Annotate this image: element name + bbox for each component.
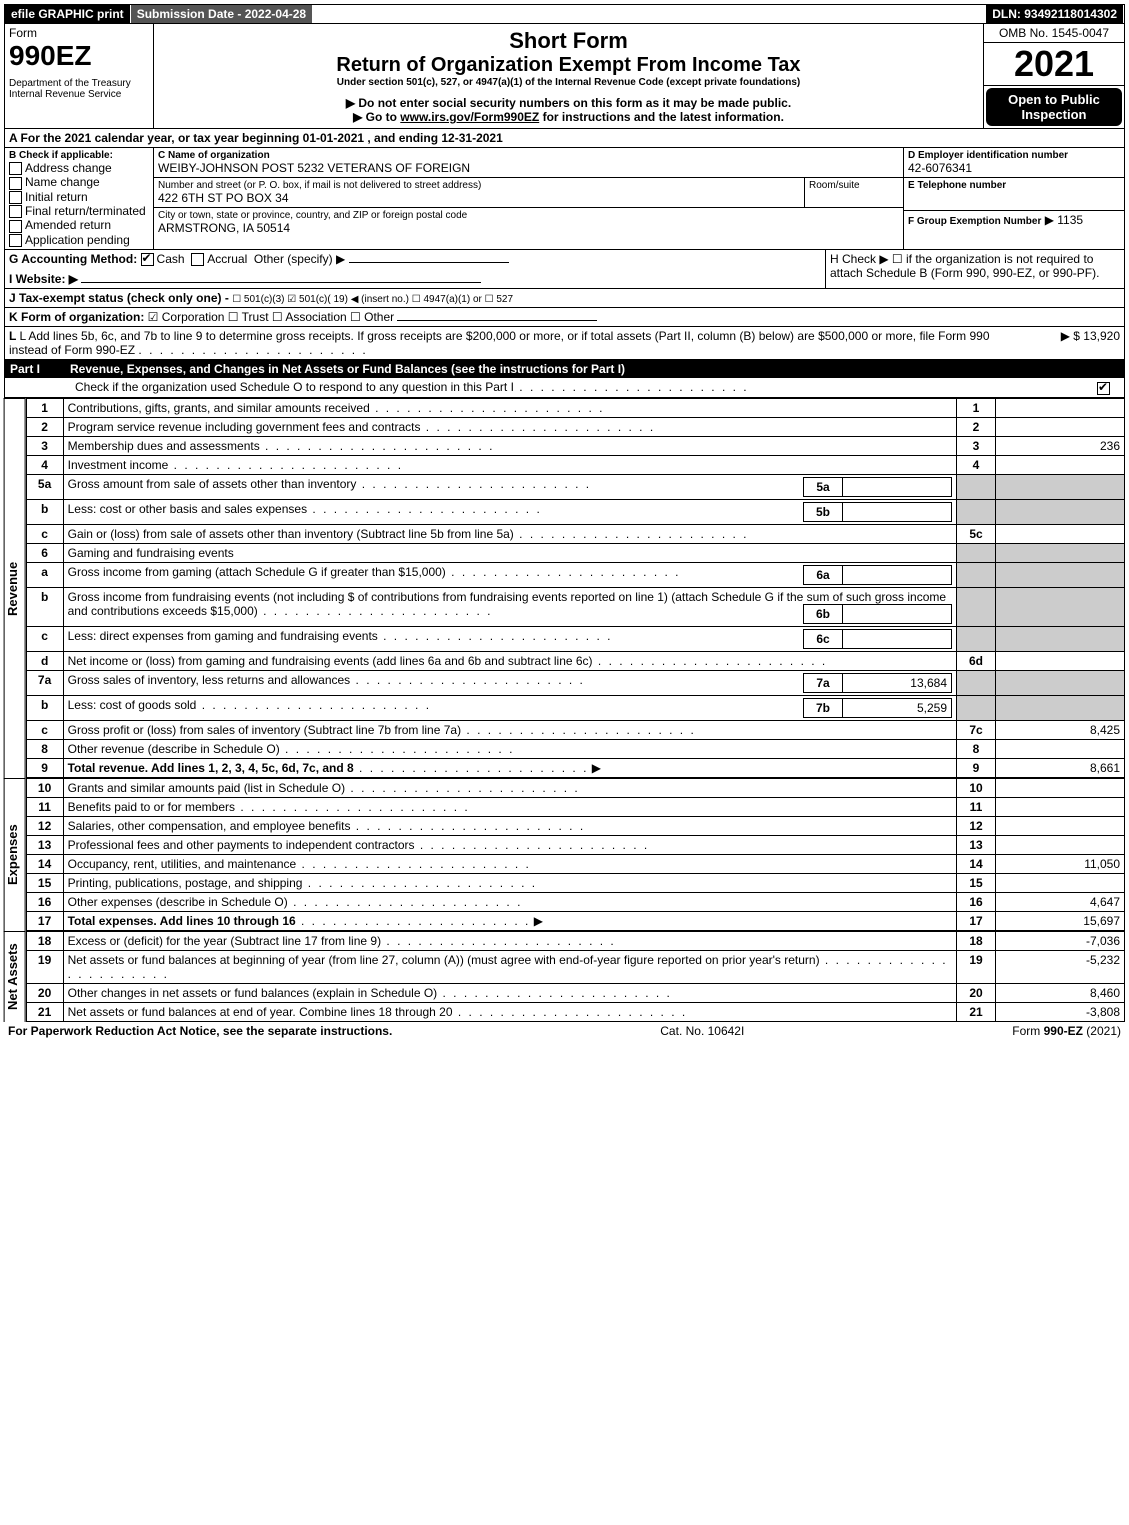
line-1: 1Contributions, gifts, grants, and simil… — [26, 398, 1124, 417]
section-l: L L Add lines 5b, 6c, and 7b to line 9 t… — [4, 327, 1125, 360]
tax-year-range: A For the 2021 calendar year, or tax yea… — [5, 129, 507, 147]
line-18: 18Excess or (deficit) for the year (Subt… — [26, 931, 1124, 950]
subtitle: Under section 501(c), 527, or 4947(a)(1)… — [158, 77, 979, 88]
line-10: 10Grants and similar amounts paid (list … — [26, 778, 1124, 797]
submission-date: Submission Date - 2022-04-28 — [131, 5, 313, 23]
website-input[interactable] — [81, 282, 481, 283]
chk-cash[interactable]: Cash — [141, 252, 185, 266]
street-label: Number and street (or P. O. box, if mail… — [158, 180, 800, 191]
f-group-value: ▶ 1135 — [1045, 213, 1083, 227]
e-phone-label: E Telephone number — [908, 180, 1120, 191]
k-options[interactable]: ☑ Corporation ☐ Trust ☐ Association ☐ Ot… — [148, 310, 394, 324]
chk-amended-return[interactable]: Amended return — [9, 218, 149, 232]
line-6a: aGross income from gaming (attach Schedu… — [26, 562, 1124, 587]
line-7c: cGross profit or (loss) from sales of in… — [26, 720, 1124, 739]
revenue-section: Revenue 1Contributions, gifts, grants, a… — [4, 398, 1125, 778]
form-word: Form — [9, 26, 149, 40]
line-5a: 5aGross amount from sale of assets other… — [26, 474, 1124, 499]
section-gh: G Accounting Method: Cash Accrual Other … — [4, 250, 1125, 289]
org-name: WEIBY-JOHNSON POST 5232 VETERANS OF FORE… — [158, 161, 899, 175]
expenses-section: Expenses 10Grants and similar amounts pa… — [4, 778, 1125, 931]
chk-address-change[interactable]: Address change — [9, 161, 149, 175]
d-ein-label: D Employer identification number — [908, 150, 1120, 161]
line-17: 17Total expenses. Add lines 10 through 1… — [26, 911, 1124, 930]
part1-checkline: Check if the organization used Schedule … — [4, 378, 1125, 397]
line-3: 3Membership dues and assessments3236 — [26, 436, 1124, 455]
c-name-label: C Name of organization — [158, 150, 899, 161]
chk-accrual[interactable]: Accrual — [191, 252, 247, 266]
line-8: 8Other revenue (describe in Schedule O)8 — [26, 739, 1124, 758]
tax-year: 2021 — [984, 43, 1124, 86]
form-header: Form 990EZ Department of the Treasury In… — [4, 24, 1125, 129]
line-13: 13Professional fees and other payments t… — [26, 835, 1124, 854]
chk-other-method[interactable]: Other (specify) ▶ — [254, 252, 345, 266]
section-b-label: B Check if applicable: — [9, 150, 149, 161]
dept-treasury: Department of the Treasury Internal Reve… — [9, 78, 149, 100]
line-2: 2Program service revenue including gover… — [26, 417, 1124, 436]
section-a: A For the 2021 calendar year, or tax yea… — [4, 129, 1125, 148]
short-form-title: Short Form — [158, 28, 979, 54]
line-6d: dNet income or (loss) from gaming and fu… — [26, 651, 1124, 670]
line-14: 14Occupancy, rent, utilities, and mainte… — [26, 854, 1124, 873]
chk-final-return[interactable]: Final return/terminated — [9, 204, 149, 218]
line-7a: 7aGross sales of inventory, less returns… — [26, 670, 1124, 695]
line-6: 6Gaming and fundraising events — [26, 543, 1124, 562]
line-5b: bLess: cost or other basis and sales exp… — [26, 499, 1124, 524]
goto-note: ▶ Go to www.irs.gov/Form990EZ for instru… — [158, 110, 979, 124]
line-19: 19Net assets or fund balances at beginni… — [26, 950, 1124, 983]
chk-initial-return[interactable]: Initial return — [9, 190, 149, 204]
city-label: City or town, state or province, country… — [158, 210, 899, 221]
omb-number: OMB No. 1545-0047 — [984, 24, 1124, 43]
footer-form: Form 990-EZ (2021) — [1012, 1024, 1121, 1038]
l-amount: ▶ $ 13,920 — [1016, 327, 1124, 359]
line-9: 9Total revenue. Add lines 1, 2, 3, 4, 5c… — [26, 758, 1124, 777]
footer-left: For Paperwork Reduction Act Notice, see … — [8, 1024, 392, 1038]
line-16: 16Other expenses (describe in Schedule O… — [26, 892, 1124, 911]
top-bar: efile GRAPHIC print Submission Date - 20… — [4, 4, 1125, 24]
j-options[interactable]: ☐ 501(c)(3) ☑ 501(c)( 19) ◀ (insert no.)… — [232, 294, 513, 305]
ein-value: 42-6076341 — [908, 161, 1120, 175]
room-label: Room/suite — [809, 180, 899, 191]
line-5c: cGain or (loss) from sale of assets othe… — [26, 524, 1124, 543]
inspection-badge: Open to Public Inspection — [986, 88, 1122, 126]
line-7b: bLess: cost of goods sold7b5,259 — [26, 695, 1124, 720]
form-number: 990EZ — [9, 40, 149, 72]
main-title: Return of Organization Exempt From Incom… — [158, 54, 979, 77]
line-21: 21Net assets or fund balances at end of … — [26, 1002, 1124, 1021]
line-11: 11Benefits paid to or for members11 — [26, 797, 1124, 816]
irs-link[interactable]: www.irs.gov/Form990EZ — [400, 110, 539, 124]
section-k: K Form of organization: ☑ Corporation ☐ … — [4, 308, 1125, 327]
expenses-label: Expenses — [4, 778, 26, 931]
dln: DLN: 93492118014302 — [986, 5, 1124, 23]
chk-application-pending[interactable]: Application pending — [9, 233, 149, 247]
part1-header: Part I Revenue, Expenses, and Changes in… — [4, 360, 1125, 378]
f-group-label: F Group Exemption Number — [908, 216, 1041, 227]
h-schedule-b: H Check ▶ ☐ if the organization is not r… — [825, 250, 1124, 288]
section-j: J Tax-exempt status (check only one) - ☐… — [4, 289, 1125, 308]
section-bcdef: B Check if applicable: Address change Na… — [4, 148, 1125, 250]
line-6b: bGross income from fundraising events (n… — [26, 587, 1124, 626]
footer-cat: Cat. No. 10642I — [660, 1024, 744, 1038]
chk-name-change[interactable]: Name change — [9, 175, 149, 189]
city-state-zip: ARMSTRONG, IA 50514 — [158, 221, 899, 235]
netassets-label: Net Assets — [4, 931, 26, 1022]
street-address: 422 6TH ST PO BOX 34 — [158, 191, 800, 205]
line-20: 20Other changes in net assets or fund ba… — [26, 983, 1124, 1002]
line-6c: cLess: direct expenses from gaming and f… — [26, 626, 1124, 651]
line-4: 4Investment income4 — [26, 455, 1124, 474]
ssn-note: ▶ Do not enter social security numbers o… — [158, 96, 979, 110]
page-footer: For Paperwork Reduction Act Notice, see … — [4, 1022, 1125, 1040]
efile-print[interactable]: efile GRAPHIC print — [5, 5, 131, 23]
line-12: 12Salaries, other compensation, and empl… — [26, 816, 1124, 835]
g-label: G Accounting Method: — [9, 252, 137, 266]
line-15: 15Printing, publications, postage, and s… — [26, 873, 1124, 892]
netassets-section: Net Assets 18Excess or (deficit) for the… — [4, 931, 1125, 1022]
revenue-label: Revenue — [4, 398, 26, 778]
i-website-label: I Website: ▶ — [9, 272, 78, 286]
chk-schedule-o[interactable] — [1086, 378, 1124, 396]
